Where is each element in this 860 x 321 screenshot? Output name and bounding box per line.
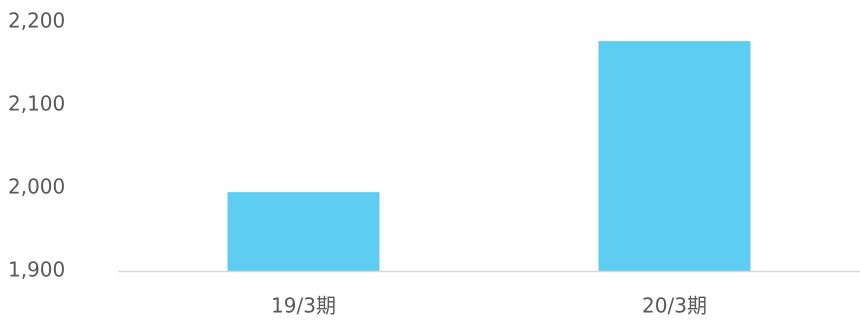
- y-tick-label: 2,000: [8, 175, 65, 199]
- bar: [227, 192, 380, 271]
- y-tick-label: 1,900: [8, 258, 65, 282]
- bars: [227, 41, 751, 272]
- x-tick-label: 20/3期: [642, 294, 707, 318]
- y-tick-label: 2,100: [8, 92, 65, 116]
- x-tick-label: 19/3期: [271, 294, 336, 318]
- y-axis-ticks: 1,900 2,000 2,100 2,200: [8, 9, 65, 282]
- y-tick-label: 2,200: [8, 9, 65, 33]
- x-axis-labels: 19/3期 20/3期: [271, 294, 707, 318]
- bar: [598, 41, 751, 272]
